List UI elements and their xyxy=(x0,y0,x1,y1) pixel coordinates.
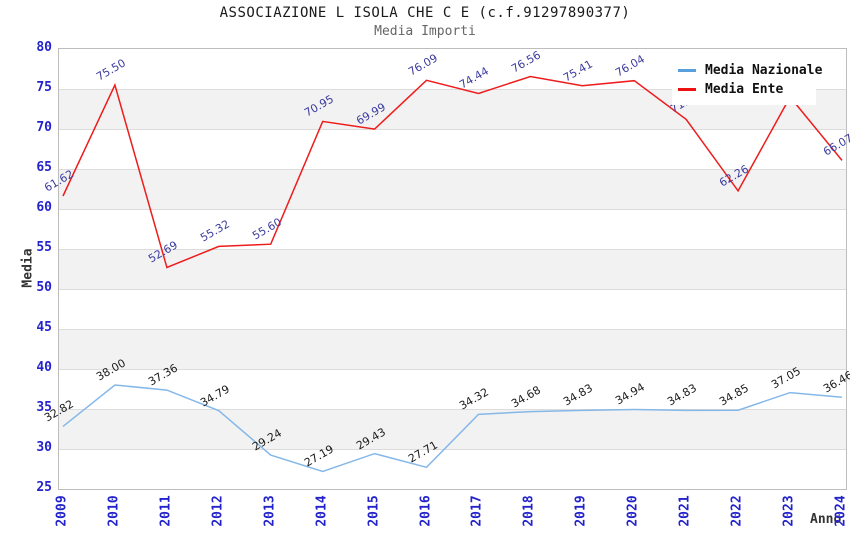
y-tick-label: 70 xyxy=(36,120,52,135)
series-lines xyxy=(62,75,843,473)
x-tick-label: 2024 xyxy=(833,495,849,527)
series-line-0 xyxy=(62,384,843,473)
y-tick-label: 40 xyxy=(36,360,52,375)
x-tick-label: 2012 xyxy=(210,495,226,527)
gridline xyxy=(59,89,846,90)
chart-subtitle: Media Importi xyxy=(374,24,476,39)
x-tick-label: 2016 xyxy=(418,495,434,527)
x-tick-label: 2020 xyxy=(625,495,641,527)
x-tick-label: 2011 xyxy=(158,495,174,527)
x-tick-label: 2017 xyxy=(469,495,485,527)
legend-label: Media Ente xyxy=(705,82,784,97)
legend: Media Nazionale Media Ente xyxy=(672,56,822,105)
x-tick-label: 2018 xyxy=(521,495,537,527)
gridline xyxy=(59,369,846,370)
x-tick-label: 2023 xyxy=(781,495,797,527)
gridline xyxy=(59,449,846,450)
y-tick-label: 25 xyxy=(36,480,52,495)
gridline xyxy=(59,249,846,250)
gridline xyxy=(59,409,846,410)
y-tick-label: 75 xyxy=(36,80,52,95)
series-line-1 xyxy=(62,75,843,269)
y-tick-label: 65 xyxy=(36,160,52,175)
y-tick-label: 60 xyxy=(36,200,52,215)
gridline xyxy=(59,129,846,130)
gridline xyxy=(59,329,846,330)
plot-area: 32.82 38.00 37.36 34.79 29.24 27.19 29.43 27.71… xyxy=(42,48,850,490)
x-tick-label: 2014 xyxy=(314,495,330,527)
x-tick-label: 2009 xyxy=(54,495,70,527)
x-tick-label: 2021 xyxy=(677,495,693,527)
x-tick-label: 2022 xyxy=(729,495,745,527)
y-tick-label: 50 xyxy=(36,280,52,295)
legend-item-media-ente: Media Ente xyxy=(676,80,816,99)
y-tick-label: 55 xyxy=(36,240,52,255)
legend-label: Media Nazionale xyxy=(705,63,823,78)
y-tick-label: 35 xyxy=(36,400,52,415)
gridline xyxy=(59,169,846,170)
x-tick-label: 2010 xyxy=(106,495,122,527)
x-axis-title: Anno xyxy=(810,512,842,527)
legend-swatch-red-line-icon xyxy=(678,88,696,91)
y-tick-label: 80 xyxy=(36,40,52,55)
x-tick-label: 2015 xyxy=(366,495,382,527)
legend-item-media-nazionale: Media Nazionale xyxy=(676,61,822,80)
gridline xyxy=(59,209,846,210)
legend-swatch-blue-line-icon xyxy=(678,69,696,72)
x-tick-label: 2019 xyxy=(573,495,589,527)
y-tick-label: 45 xyxy=(36,320,52,335)
y-tick-label: 30 xyxy=(36,440,52,455)
chart-title: ASSOCIAZIONE L ISOLA CHE C E (c.f.912978… xyxy=(219,5,631,21)
gridline xyxy=(59,289,846,290)
x-tick-label: 2013 xyxy=(262,495,278,527)
